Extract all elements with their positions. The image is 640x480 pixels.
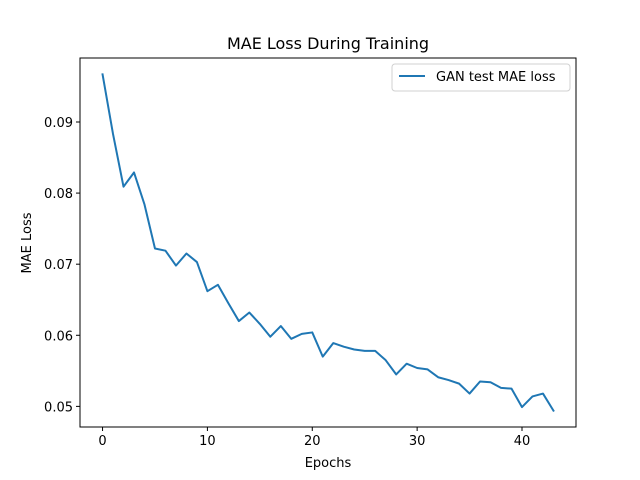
- plot-area: [101, 73, 555, 413]
- y-axis-ticks: 0.05 0.06 0.07 0.08 0.09: [44, 116, 80, 415]
- x-tick-label: 30: [409, 434, 426, 449]
- chart-title: MAE Loss During Training: [227, 34, 429, 53]
- y-tick-label: 0.07: [44, 258, 73, 273]
- x-axis-ticks: 0 10 20 30 40: [98, 427, 530, 449]
- legend: GAN test MAE loss: [391, 63, 571, 92]
- x-tick-label: 0: [98, 434, 106, 449]
- x-tick-label: 40: [514, 434, 531, 449]
- y-axis-label: MAE Loss: [20, 212, 35, 273]
- x-tick-label: 10: [199, 434, 216, 449]
- legend-box: [391, 63, 571, 92]
- x-axis-label: Epochs: [305, 456, 352, 471]
- y-tick-label: 0.09: [44, 116, 73, 131]
- legend-label: GAN test MAE loss: [436, 70, 556, 85]
- plot-frame: [79, 57, 577, 428]
- x-tick-label: 20: [304, 434, 321, 449]
- y-tick-label: 0.06: [44, 329, 73, 344]
- series-line-0: [101, 73, 555, 413]
- y-tick-label: 0.08: [44, 187, 73, 202]
- y-tick-label: 0.05: [44, 400, 73, 415]
